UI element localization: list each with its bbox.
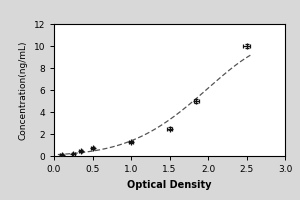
Y-axis label: Concentration(ng/mL): Concentration(ng/mL) <box>19 40 28 140</box>
X-axis label: Optical Density: Optical Density <box>127 180 212 190</box>
